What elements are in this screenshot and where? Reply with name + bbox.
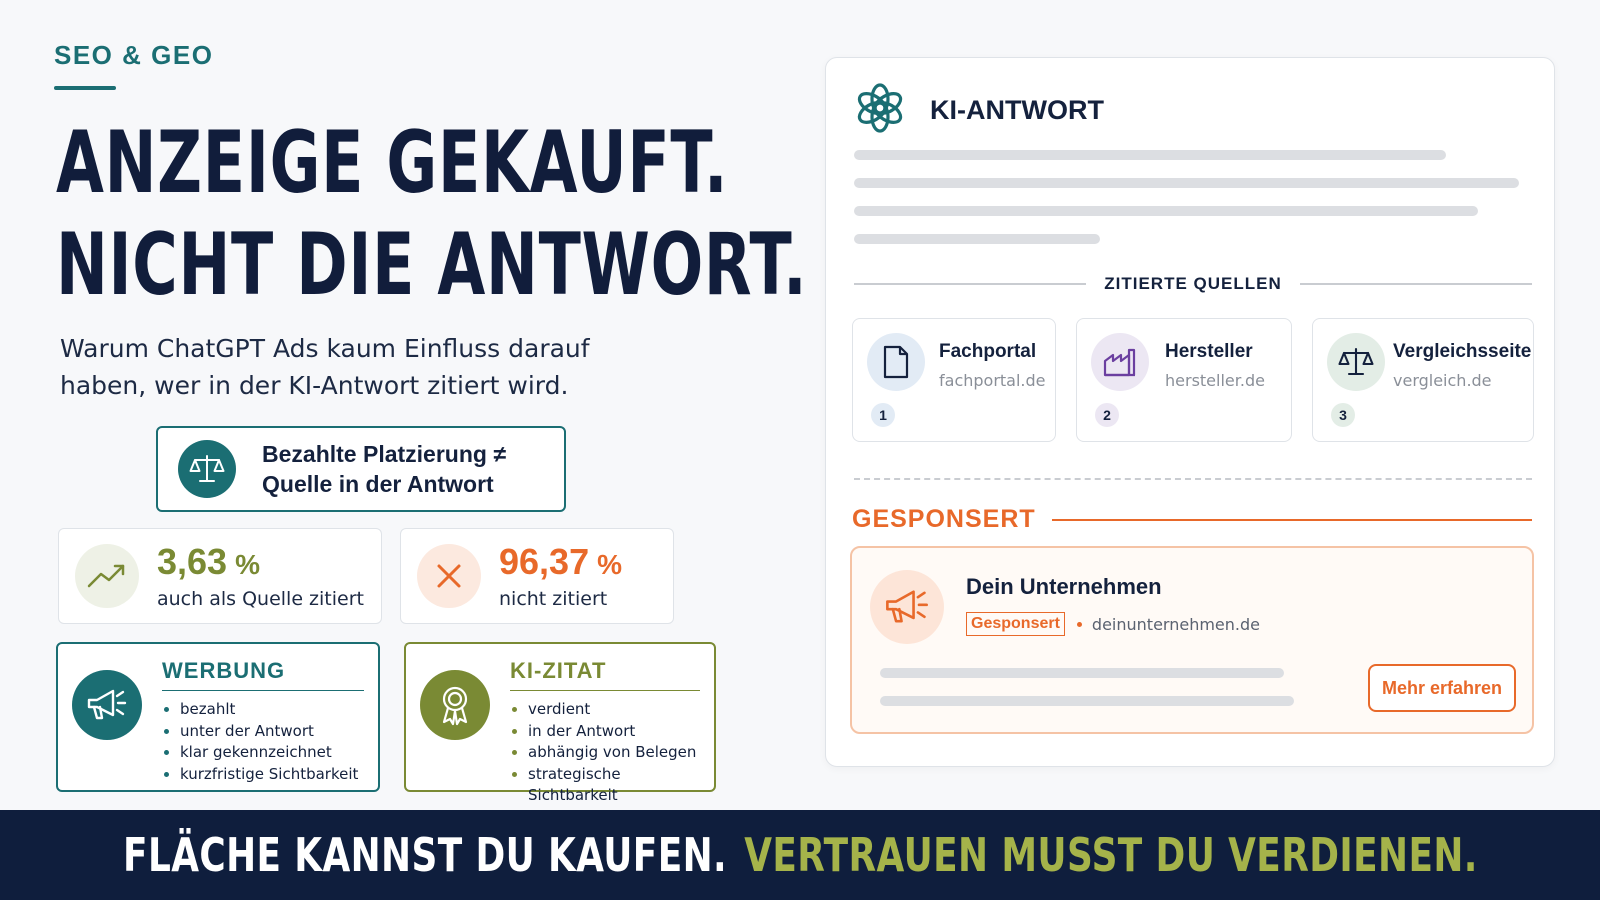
learn-more-button[interactable]: Mehr erfahren — [1368, 664, 1516, 712]
list-item: unter der Antwort — [162, 721, 364, 743]
openai-logo-icon — [854, 82, 906, 138]
stat-value: 3,63% — [157, 540, 260, 582]
source-number: 1 — [871, 403, 895, 427]
placeholder-line — [854, 234, 1100, 244]
eyebrow-underline — [54, 86, 116, 90]
megaphone-icon — [72, 670, 142, 740]
panel-title: KI-ANTWORT — [930, 94, 1104, 125]
list-item: bezahlt — [162, 699, 364, 721]
panel-header: KI-ANTWORT — [854, 82, 1104, 138]
key-message-line-2: Quelle in der Antwort — [262, 471, 494, 497]
headline-line-1: ANZEIGE GEKAUFT. — [56, 113, 729, 213]
source-number: 3 — [1331, 403, 1355, 427]
ads-list: bezahlt unter der Antwort klar gekennzei… — [162, 699, 364, 785]
stat-cited: 3,63% auch als Quelle zitiert — [58, 528, 382, 624]
footer-part-1: FLÄCHE KANNST DU KAUFEN. — [122, 828, 727, 882]
citation-list: verdient in der Antwort abhängig von Bel… — [510, 699, 700, 807]
sponsored-ad-card[interactable]: Dein Unternehmen Gesponsert deinunterneh… — [850, 546, 1534, 734]
list-item: kurzfristige Sichtbarkeit — [162, 764, 364, 786]
key-message-line-1: Bezahlte Platzierung ≠ — [262, 441, 506, 467]
scale-icon — [178, 440, 236, 498]
ad-meta: Gesponsert deinunternehmen.de — [966, 612, 1260, 636]
source-card[interactable]: Vergleichsseite vergleich.de 3 — [1312, 318, 1534, 442]
ads-title: WERBUNG — [162, 658, 364, 691]
sponsored-header: GESPONSERT — [852, 505, 1532, 534]
subheadline-line-2: haben, wer in der KI-Antwort zitiert wir… — [60, 371, 569, 400]
sponsored-badge: Gesponsert — [966, 612, 1065, 636]
divider — [854, 478, 1532, 480]
source-number: 2 — [1095, 403, 1119, 427]
stat-label: auch als Quelle zitiert — [157, 587, 364, 610]
footer-text: FLÄCHE KANNST DU KAUFEN. VERTRAUEN MUSST … — [123, 828, 1478, 882]
headline-line-2: NICHT DIE ANTWORT. — [56, 215, 808, 315]
source-name: Hersteller — [1165, 341, 1253, 362]
source-domain: hersteller.de — [1165, 371, 1265, 390]
key-message-box: Bezahlte Platzierung ≠ Quelle in der Ant… — [156, 426, 566, 512]
ads-card: WERBUNG bezahlt unter der Antwort klar g… — [56, 642, 380, 792]
subheadline-line-1: Warum ChatGPT Ads kaum Einfluss darauf — [60, 334, 590, 363]
factory-icon — [1091, 333, 1149, 391]
list-item: strategische Sichtbarkeit — [510, 764, 700, 807]
source-domain: vergleich.de — [1393, 371, 1492, 390]
headline: ANZEIGE GEKAUFT. NICHT DIE ANTWORT. — [56, 112, 807, 316]
source-card[interactable]: Fachportal fachportal.de 1 — [852, 318, 1056, 442]
scale-icon — [1327, 333, 1385, 391]
stat-label: nicht zitiert — [499, 587, 608, 610]
source-name: Fachportal — [939, 341, 1037, 362]
placeholder-line — [854, 178, 1519, 188]
subheadline: Warum ChatGPT Ads kaum Einfluss darauf h… — [60, 330, 660, 404]
cited-sources-header: ZITIERTE QUELLEN — [854, 274, 1532, 294]
document-icon — [867, 333, 925, 391]
separator-dot — [1076, 621, 1082, 627]
source-card[interactable]: Hersteller hersteller.de 2 — [1076, 318, 1292, 442]
list-item: abhängig von Belegen — [510, 742, 700, 764]
footer-part-2: VERTRAUEN MUSST DU VERDIENEN. — [743, 828, 1478, 882]
placeholder-line — [880, 668, 1284, 678]
megaphone-icon — [870, 570, 944, 644]
source-name: Vergleichsseite — [1393, 341, 1532, 362]
list-item: klar gekennzeichnet — [162, 742, 364, 764]
ad-domain: deinunternehmen.de — [1091, 614, 1260, 634]
trend-up-icon — [75, 544, 139, 608]
eyebrow-label: SEO & GEO — [54, 40, 214, 70]
placeholder-line — [854, 150, 1446, 160]
award-icon — [420, 670, 490, 740]
cited-sources-label: ZITIERTE QUELLEN — [1104, 274, 1282, 293]
ad-company-name: Dein Unternehmen — [966, 574, 1162, 599]
source-domain: fachportal.de — [939, 371, 1046, 390]
list-item: verdient — [510, 699, 700, 721]
stat-not-cited: 96,37% nicht zitiert — [400, 528, 674, 624]
footer-banner: FLÄCHE KANNST DU KAUFEN. VERTRAUEN MUSST … — [0, 810, 1600, 900]
ai-answer-panel: KI-ANTWORT ZITIERTE QUELLEN Fachportal f… — [825, 57, 1555, 767]
x-icon — [417, 544, 481, 608]
placeholder-line — [880, 696, 1294, 706]
citation-card: KI-ZITAT verdient in der Antwort abhängi… — [404, 642, 716, 804]
key-message-text: Bezahlte Platzierung ≠ Quelle in der Ant… — [262, 439, 506, 499]
list-item: in der Antwort — [510, 721, 700, 743]
stat-value: 96,37% — [499, 540, 622, 582]
sponsored-label: GESPONSERT — [852, 505, 1036, 533]
placeholder-line — [854, 206, 1478, 216]
citation-title: KI-ZITAT — [510, 658, 700, 691]
